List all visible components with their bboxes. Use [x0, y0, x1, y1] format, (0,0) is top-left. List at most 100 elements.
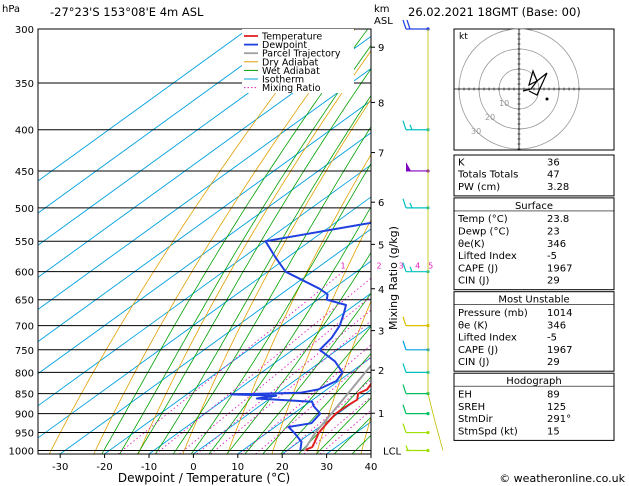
wind-barb-flag: [406, 19, 411, 30]
wind-barb: [402, 340, 430, 352]
series-temperature: [303, 382, 371, 452]
wind-barb-flag: [402, 19, 407, 30]
table-row-value: 346: [547, 320, 566, 331]
km-tick-label: 2: [378, 366, 384, 377]
wind-barb-flag: [402, 340, 407, 350]
wind-barb: [402, 316, 430, 328]
hodograph-storm-motion: [545, 97, 549, 101]
asl-label: ASL: [374, 16, 393, 27]
plot-frame: [37, 28, 372, 455]
mixing-ratio-label: 2: [376, 262, 381, 271]
mixing-ratio-label: 3: [399, 262, 404, 271]
wind-barb-dot: [426, 448, 430, 453]
table-row-label: EH: [458, 390, 472, 401]
pressure-tick-label: 600: [15, 268, 34, 279]
x-axis-label: Dewpoint / Temperature (°C): [118, 471, 290, 485]
isotherm-line: [236, 357, 371, 454]
wind-barb-flag: [402, 120, 407, 130]
table-title: Hodograph: [506, 376, 561, 387]
series-dewpoint: [230, 221, 371, 451]
table-row-value: 15: [547, 426, 560, 437]
isotherm-line: [59, 228, 371, 454]
wind-barb-flag: [402, 423, 407, 433]
km-tick-label: 3: [378, 327, 384, 338]
table-row-label: StmDir: [458, 414, 493, 425]
pressure-tick-label: 950: [15, 429, 34, 440]
table-row-label: θe (K): [458, 320, 488, 331]
wind-barb-flag: [402, 316, 407, 326]
wet-adiabat-line: [315, 397, 371, 454]
wind-barb: [402, 198, 430, 210]
pressure-tick-label: 400: [15, 126, 34, 137]
table-row-value: 23.8: [547, 214, 569, 225]
wind-barb: [402, 19, 430, 31]
km-tick-label: 1: [378, 409, 384, 420]
legend-entry: Wet Adiabat: [262, 66, 320, 77]
table-row-value: -5: [547, 251, 557, 262]
isotherm-line: [38, 29, 294, 214]
table-row-value: 291°: [547, 414, 571, 425]
series-parcel-trajectory: [303, 363, 371, 452]
wind-barb: [405, 445, 430, 453]
wet-adiabat-line: [262, 325, 371, 454]
pressure-tick-label: 750: [15, 346, 34, 357]
table-row-label: PW (cm): [458, 182, 500, 193]
table-row-label: CIN (J): [458, 357, 489, 368]
wind-barb-halfflag: [409, 124, 413, 130]
pressure-tick-label: 300: [15, 25, 34, 36]
wind-barb: [402, 120, 430, 132]
isotherm-line: [38, 29, 249, 182]
wind-barb-flag: [402, 262, 407, 272]
wind-barb-dot: [426, 412, 430, 416]
wind-barb: [406, 161, 430, 173]
pressure-tick-label: 1000: [9, 447, 34, 458]
x-tick-label: 30: [320, 462, 333, 473]
isotherm-line: [38, 67, 371, 310]
km-tick-label: 9: [378, 43, 384, 54]
hpa-label: hPa: [2, 4, 20, 15]
wind-profile-line: [427, 29, 444, 451]
hodograph-trace: [522, 69, 548, 96]
isotherm-line: [38, 164, 371, 407]
mixing-ratio-label: 4: [415, 262, 420, 271]
mixing-ratio-line: [240, 344, 371, 454]
pressure-tick-label: 700: [15, 322, 34, 333]
x-tick-label: 10: [231, 462, 244, 473]
mixing-ratio-line: [155, 277, 371, 454]
wind-barb: [402, 384, 430, 396]
isotherm-line: [148, 292, 371, 454]
table-row-label: Lifted Index: [458, 333, 517, 344]
mixing-ratio-label: 5: [428, 262, 433, 271]
table-row-label: K: [458, 157, 465, 168]
isotherm-line: [192, 324, 371, 454]
table-row-label: Temp (°C): [457, 214, 508, 225]
x-tick-label: -20: [96, 462, 112, 473]
copyright: © weatheronline.co.uk: [499, 472, 625, 485]
table-row-value: 23: [547, 227, 560, 238]
pressure-tick-label: 350: [15, 79, 34, 90]
datetime-title: 26.02.2021 18GMT (Base: 00): [408, 5, 581, 19]
table-row-value: 1967: [547, 263, 572, 274]
table-row-value: 47: [547, 170, 560, 181]
location-title: -27°23'S 153°08'E 4m ASL: [50, 5, 204, 19]
indices-tables: K 36 Totals Totals 47 PW (cm) 3.28 Surface Temp…: [453, 154, 615, 441]
table-row-label: Lifted Index: [458, 251, 517, 262]
table-row-value: 3.28: [547, 182, 569, 193]
table-row-value: 1014: [547, 308, 572, 319]
hodograph-ring-label: 20: [485, 113, 495, 122]
hodograph-ring-label: 30: [471, 127, 481, 136]
isotherm-line: [103, 260, 371, 454]
km-tick-label: 5: [378, 240, 384, 251]
legend-entry: Dry Adiabat: [262, 57, 319, 68]
table-row-label: CAPE (J): [458, 345, 498, 356]
wind-barb-flag: [402, 404, 407, 414]
legend-entry: Isotherm: [262, 75, 304, 86]
table-row-value: 346: [547, 239, 566, 250]
table-row-value: -5: [547, 333, 557, 344]
pressure-tick-label: 800: [15, 368, 34, 379]
x-tick-label: 20: [276, 462, 289, 473]
table-row-label: Dewp (°C): [458, 227, 509, 238]
table-row-value: 36: [547, 157, 560, 168]
